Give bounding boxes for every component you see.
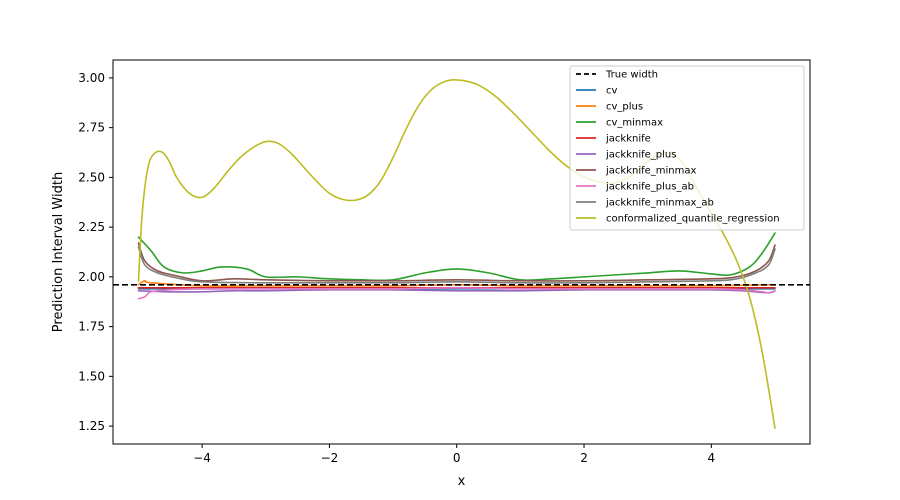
x-axis-label: x [458,474,466,489]
plot-frame [112,59,811,445]
legend-label: jackknife_plus [605,150,676,161]
y-tick-label: 1.50 [78,369,105,383]
y-tick-label: 2.50 [78,170,105,184]
series-line-jackknife-plus [137,288,776,294]
legend-label: True width [605,70,658,81]
legend-label: jackknife [605,134,651,145]
legend-label: cv_plus [606,102,643,113]
x-tick-label: 2 [580,451,588,465]
x-tick-label: −2 [321,451,339,465]
legend-label: jackknife_minmax_ab [605,198,714,209]
x-tick-label: 4 [708,451,716,465]
series-line-cv-minmax [137,232,776,282]
x-tick-label: −4 [193,451,211,465]
series-layer [113,79,810,429]
legend-label: jackknife_plus_ab [605,182,694,193]
series-line-jackknife-minmax [137,242,776,282]
legend-label: conformalized_quantile_regression [606,214,780,225]
y-tick-label: 1.75 [78,320,105,334]
legend: True width cv cv_plus cv_minmax jackknife jac… [569,65,805,231]
legend-label: cv_minmax [606,118,663,129]
legend-label: jackknife_minmax [605,166,697,177]
y-tick-label: 2.25 [78,220,105,234]
series-line-jackknife-plus-ab [137,287,776,300]
legend-label: cv [606,86,617,97]
legend-box [569,65,805,231]
y-tick-label: 1.25 [78,419,105,433]
y-tick-label: 3.00 [78,71,105,85]
y-tick-label: 2.00 [78,270,105,284]
axes-layer: −4 −2 0 2 4 1.25 1.50 1.75 2.00 2.25 2.50 2.75 3.00 [78,71,715,465]
y-axis-label: Prediction Interval Width [51,172,66,332]
x-tick-label: 0 [453,451,461,465]
y-tick-label: 2.75 [78,121,105,135]
